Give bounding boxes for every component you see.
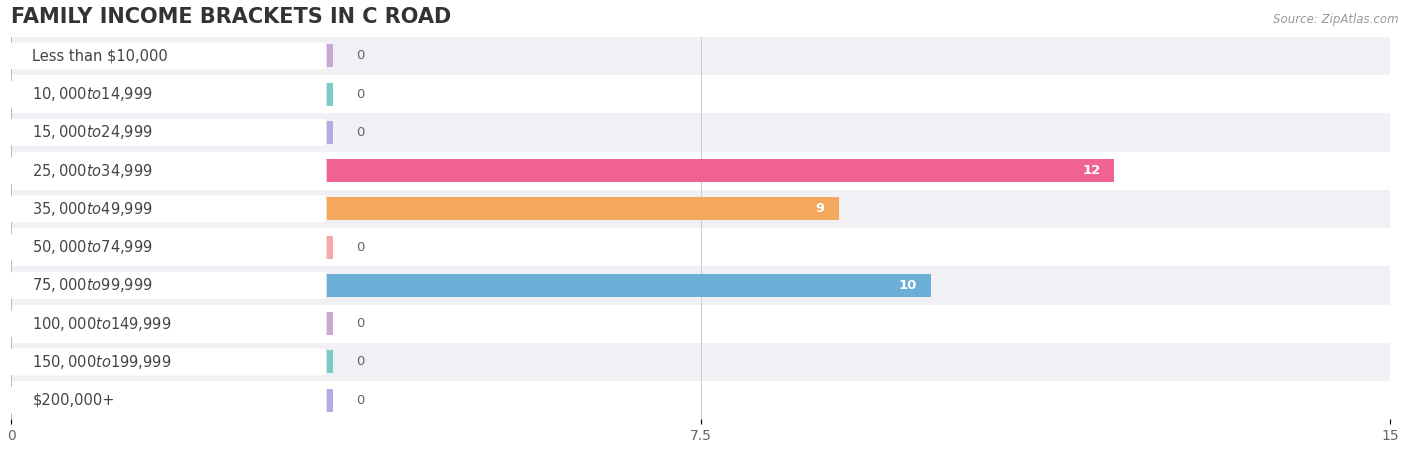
FancyBboxPatch shape xyxy=(8,310,326,338)
Text: Source: ZipAtlas.com: Source: ZipAtlas.com xyxy=(1274,14,1399,27)
FancyBboxPatch shape xyxy=(8,272,326,299)
Bar xyxy=(11,266,1391,305)
Bar xyxy=(11,274,931,297)
Text: 0: 0 xyxy=(356,50,364,63)
Bar xyxy=(11,312,333,335)
Text: $15,000 to $24,999: $15,000 to $24,999 xyxy=(32,123,153,141)
Bar xyxy=(11,75,1391,113)
FancyBboxPatch shape xyxy=(8,348,326,376)
FancyBboxPatch shape xyxy=(8,234,326,261)
Bar xyxy=(11,381,1391,419)
Text: $200,000+: $200,000+ xyxy=(32,393,115,408)
Text: 9: 9 xyxy=(815,202,825,216)
Text: 0: 0 xyxy=(356,317,364,330)
Bar xyxy=(11,236,333,259)
FancyBboxPatch shape xyxy=(8,81,326,108)
Text: $25,000 to $34,999: $25,000 to $34,999 xyxy=(32,162,153,180)
Bar xyxy=(11,198,838,220)
Text: 0: 0 xyxy=(356,88,364,101)
Bar xyxy=(11,152,1391,190)
FancyBboxPatch shape xyxy=(8,157,326,184)
FancyBboxPatch shape xyxy=(8,119,326,146)
Bar xyxy=(11,389,333,412)
Bar xyxy=(11,343,1391,381)
Text: $150,000 to $199,999: $150,000 to $199,999 xyxy=(32,353,172,371)
Text: $100,000 to $149,999: $100,000 to $149,999 xyxy=(32,315,172,333)
Text: $10,000 to $14,999: $10,000 to $14,999 xyxy=(32,85,153,103)
Bar xyxy=(11,37,1391,75)
Bar xyxy=(11,159,1115,182)
FancyBboxPatch shape xyxy=(8,387,326,414)
Text: 10: 10 xyxy=(898,279,917,292)
Text: 0: 0 xyxy=(356,126,364,139)
Bar xyxy=(11,83,333,106)
Text: $35,000 to $49,999: $35,000 to $49,999 xyxy=(32,200,153,218)
FancyBboxPatch shape xyxy=(8,195,326,223)
Bar xyxy=(11,351,333,374)
Bar xyxy=(11,228,1391,266)
Text: Less than $10,000: Less than $10,000 xyxy=(32,49,169,63)
Text: 0: 0 xyxy=(356,241,364,254)
Bar xyxy=(11,113,1391,152)
Bar xyxy=(11,190,1391,228)
Text: 12: 12 xyxy=(1083,164,1101,177)
FancyBboxPatch shape xyxy=(8,42,326,70)
Bar xyxy=(11,45,333,68)
Text: FAMILY INCOME BRACKETS IN C ROAD: FAMILY INCOME BRACKETS IN C ROAD xyxy=(11,7,451,27)
Bar xyxy=(11,305,1391,343)
Text: 0: 0 xyxy=(356,356,364,369)
Text: 0: 0 xyxy=(356,394,364,407)
Text: $50,000 to $74,999: $50,000 to $74,999 xyxy=(32,238,153,256)
Text: $75,000 to $99,999: $75,000 to $99,999 xyxy=(32,276,153,294)
Bar xyxy=(11,121,333,144)
